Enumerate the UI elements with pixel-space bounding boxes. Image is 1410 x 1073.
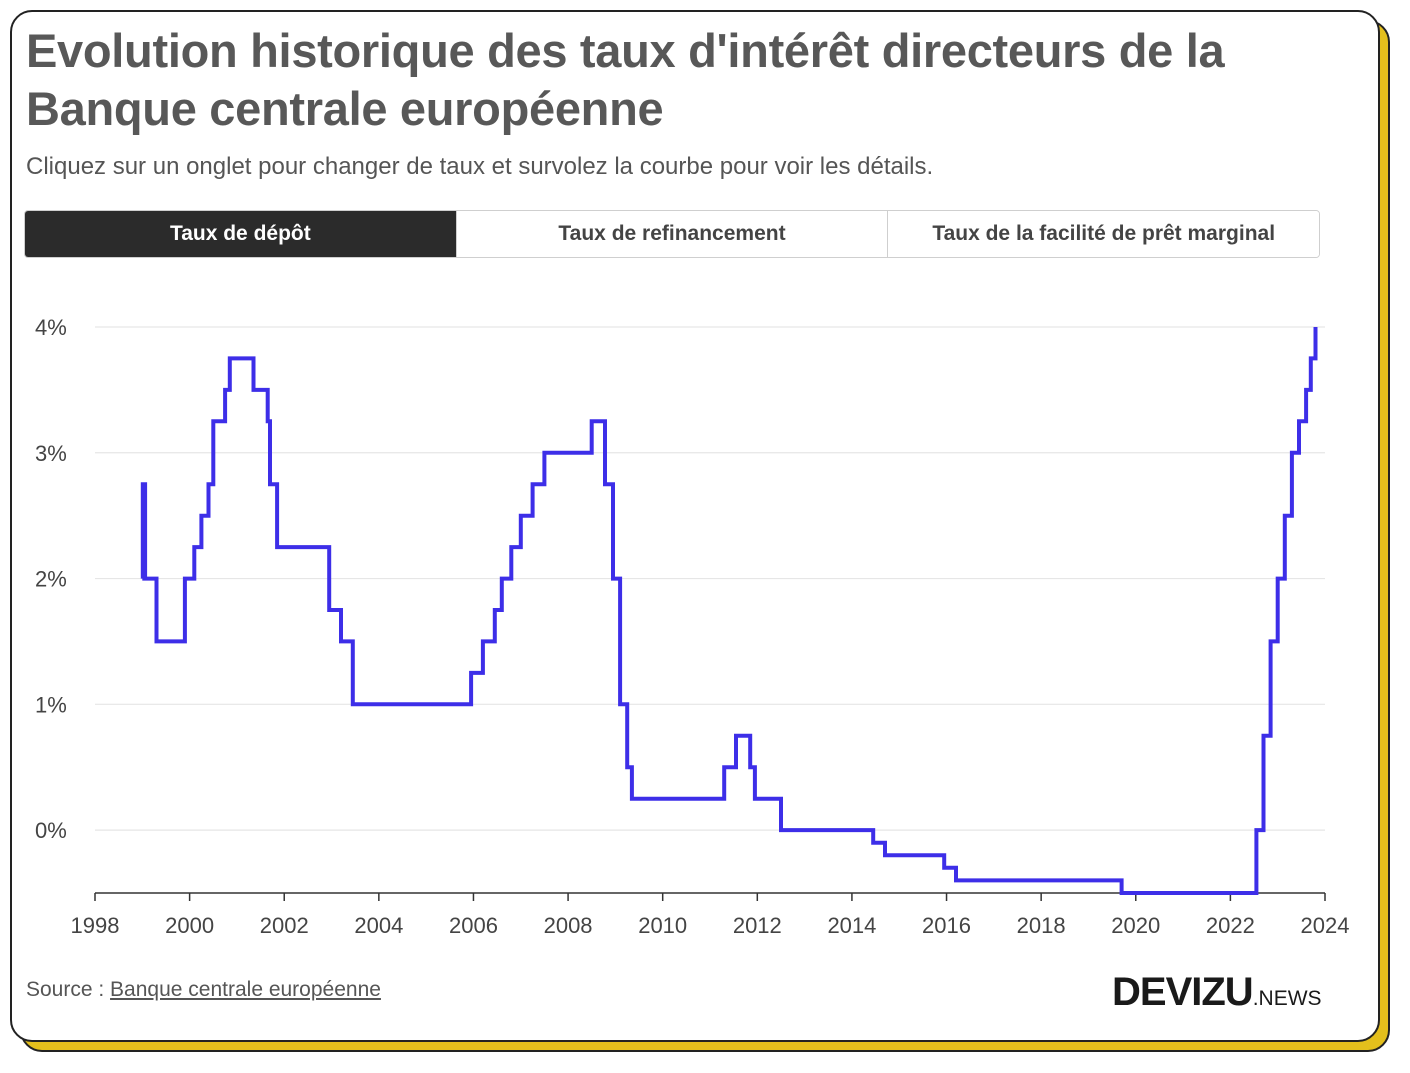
- x-tick-label: 2018: [1017, 913, 1066, 938]
- tab-taux-de-depot[interactable]: Taux de dépôt: [25, 211, 456, 257]
- chart-card: [10, 10, 1380, 1042]
- y-tick-label: 2%: [35, 567, 67, 592]
- chart-subtitle: Cliquez sur un onglet pour changer de ta…: [26, 153, 934, 180]
- tab-taux-facilite-pret-marginal[interactable]: Taux de la facilité de prêt marginal: [887, 211, 1319, 257]
- x-tick-label: 2024: [1301, 913, 1350, 938]
- y-tick-label: 1%: [35, 692, 67, 717]
- devizu-logo: DEVIZU .NEWS: [1112, 970, 1322, 1015]
- tab-taux-de-refinancement[interactable]: Taux de refinancement: [455, 211, 888, 257]
- chart-title: Evolution historique des taux d'intérêt …: [26, 24, 1225, 135]
- rate-tabs: Taux de dépôt Taux de refinancement Taux…: [24, 210, 1320, 258]
- x-tick-label: 2016: [922, 913, 971, 938]
- brand-sub: .NEWS: [1252, 987, 1322, 1010]
- x-tick-label: 2014: [827, 913, 876, 938]
- y-tick-label: 0%: [35, 818, 67, 843]
- x-tick-label: 2000: [165, 913, 214, 938]
- source-link[interactable]: Banque centrale européenne: [110, 978, 381, 1001]
- x-tick-label: 2002: [260, 913, 309, 938]
- y-tick-label: 4%: [35, 315, 67, 340]
- x-tick-label: 2020: [1111, 913, 1160, 938]
- x-tick-label: 2008: [544, 913, 593, 938]
- source-prefix: Source :: [26, 978, 111, 1001]
- x-tick-label: 2022: [1206, 913, 1255, 938]
- x-tick-label: 2004: [354, 913, 403, 938]
- source-note: Source : Banque centrale européenne: [26, 978, 381, 1002]
- brand-main: DEVIZU: [1112, 970, 1254, 1014]
- x-tick-label: 1998: [71, 913, 120, 938]
- x-tick-label: 2006: [449, 913, 498, 938]
- x-tick-label: 2012: [733, 913, 782, 938]
- x-tick-label: 2010: [638, 913, 687, 938]
- series-line-taux-de-depot[interactable]: [140, 327, 1318, 895]
- y-tick-label: 3%: [35, 441, 67, 466]
